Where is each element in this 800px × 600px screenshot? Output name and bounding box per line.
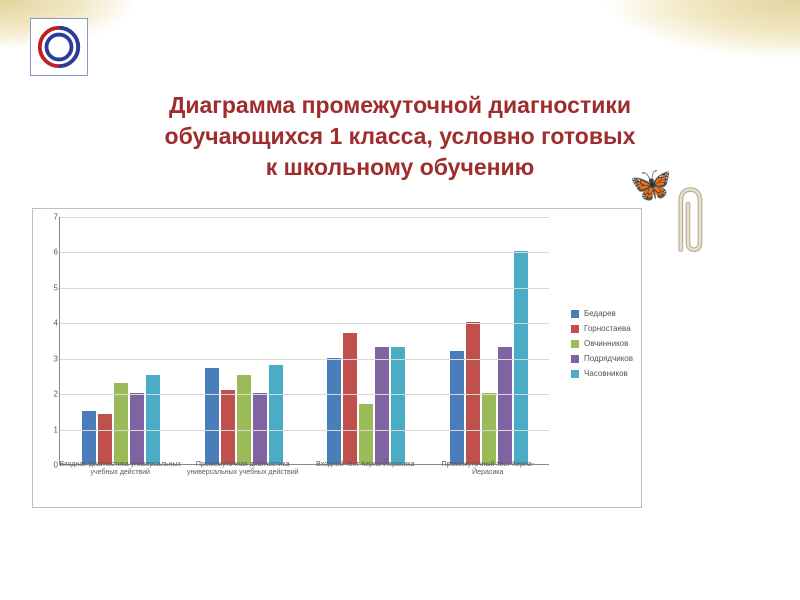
bar-group: [205, 365, 283, 464]
gridline: [60, 359, 549, 360]
bar: [221, 390, 235, 464]
bar: [82, 411, 96, 464]
bar: [205, 368, 219, 464]
legend-item: Горностаева: [571, 324, 633, 333]
gridline: [60, 430, 549, 431]
logo: [30, 18, 88, 76]
gridline: [60, 323, 549, 324]
bar: [450, 351, 464, 464]
legend-swatch: [571, 310, 579, 318]
legend-item: Бедарев: [571, 309, 633, 318]
bar: [146, 375, 160, 464]
y-tick-label: 2: [46, 390, 58, 399]
gridline: [60, 394, 549, 395]
bar-group: [82, 375, 160, 464]
title-line-3: к школьному обучению: [266, 154, 535, 180]
bar: [269, 365, 283, 464]
gridline: [60, 288, 549, 289]
legend-swatch: [571, 370, 579, 378]
bar-chart: 01234567 БедаревГорностаеваОвчинниковПод…: [32, 208, 642, 508]
legend-label: Горностаева: [584, 324, 631, 333]
legend-label: Подрядчиков: [584, 354, 633, 363]
y-tick-label: 0: [46, 461, 58, 470]
y-tick-label: 1: [46, 425, 58, 434]
bar: [98, 414, 112, 464]
legend-item: Часовников: [571, 369, 633, 378]
page-title: Диаграмма промежуточной диагностики обуч…: [0, 90, 800, 183]
bar: [343, 333, 357, 464]
y-tick-label: 6: [46, 248, 58, 257]
bar: [359, 404, 373, 464]
x-tick-label: Входная диагностика универсальных учебны…: [59, 461, 182, 478]
legend-swatch: [571, 325, 579, 333]
bar: [391, 347, 405, 464]
bar: [237, 375, 251, 464]
legend: Бедарев Горностаева Овчинников Подрядчиков Ч…: [571, 309, 633, 384]
decor-top-right: [600, 0, 800, 60]
y-tick-label: 3: [46, 354, 58, 363]
plot-area: 01234567: [59, 217, 549, 465]
legend-item: Овчинников: [571, 339, 633, 348]
legend-swatch: [571, 355, 579, 363]
bar: [375, 347, 389, 464]
bar: [466, 322, 480, 464]
bar-group: [327, 333, 405, 464]
legend-label: Овчинников: [584, 339, 628, 348]
x-tick-label: Промежуточный тест Керна-Йерасика: [427, 461, 550, 478]
bar: [498, 347, 512, 464]
gridline: [60, 217, 549, 218]
legend-label: Часовников: [584, 369, 628, 378]
x-tick-label: Промежуточная диагностика универсальных …: [182, 461, 305, 478]
x-tick-label: Входной тест Керна-Йерасика: [304, 461, 427, 469]
legend-item: Подрядчиков: [571, 354, 633, 363]
y-tick-label: 5: [46, 283, 58, 292]
bar: [327, 358, 341, 464]
title-line-2: обучающихся 1 класса, условно готовых: [165, 123, 636, 149]
legend-label: Бедарев: [584, 309, 616, 318]
gridline: [60, 252, 549, 253]
y-tick-label: 7: [46, 213, 58, 222]
title-line-1: Диаграмма промежуточной диагностики: [169, 92, 631, 118]
butterfly-icon: 🦋: [630, 168, 672, 202]
y-tick-label: 4: [46, 319, 58, 328]
legend-swatch: [571, 340, 579, 348]
